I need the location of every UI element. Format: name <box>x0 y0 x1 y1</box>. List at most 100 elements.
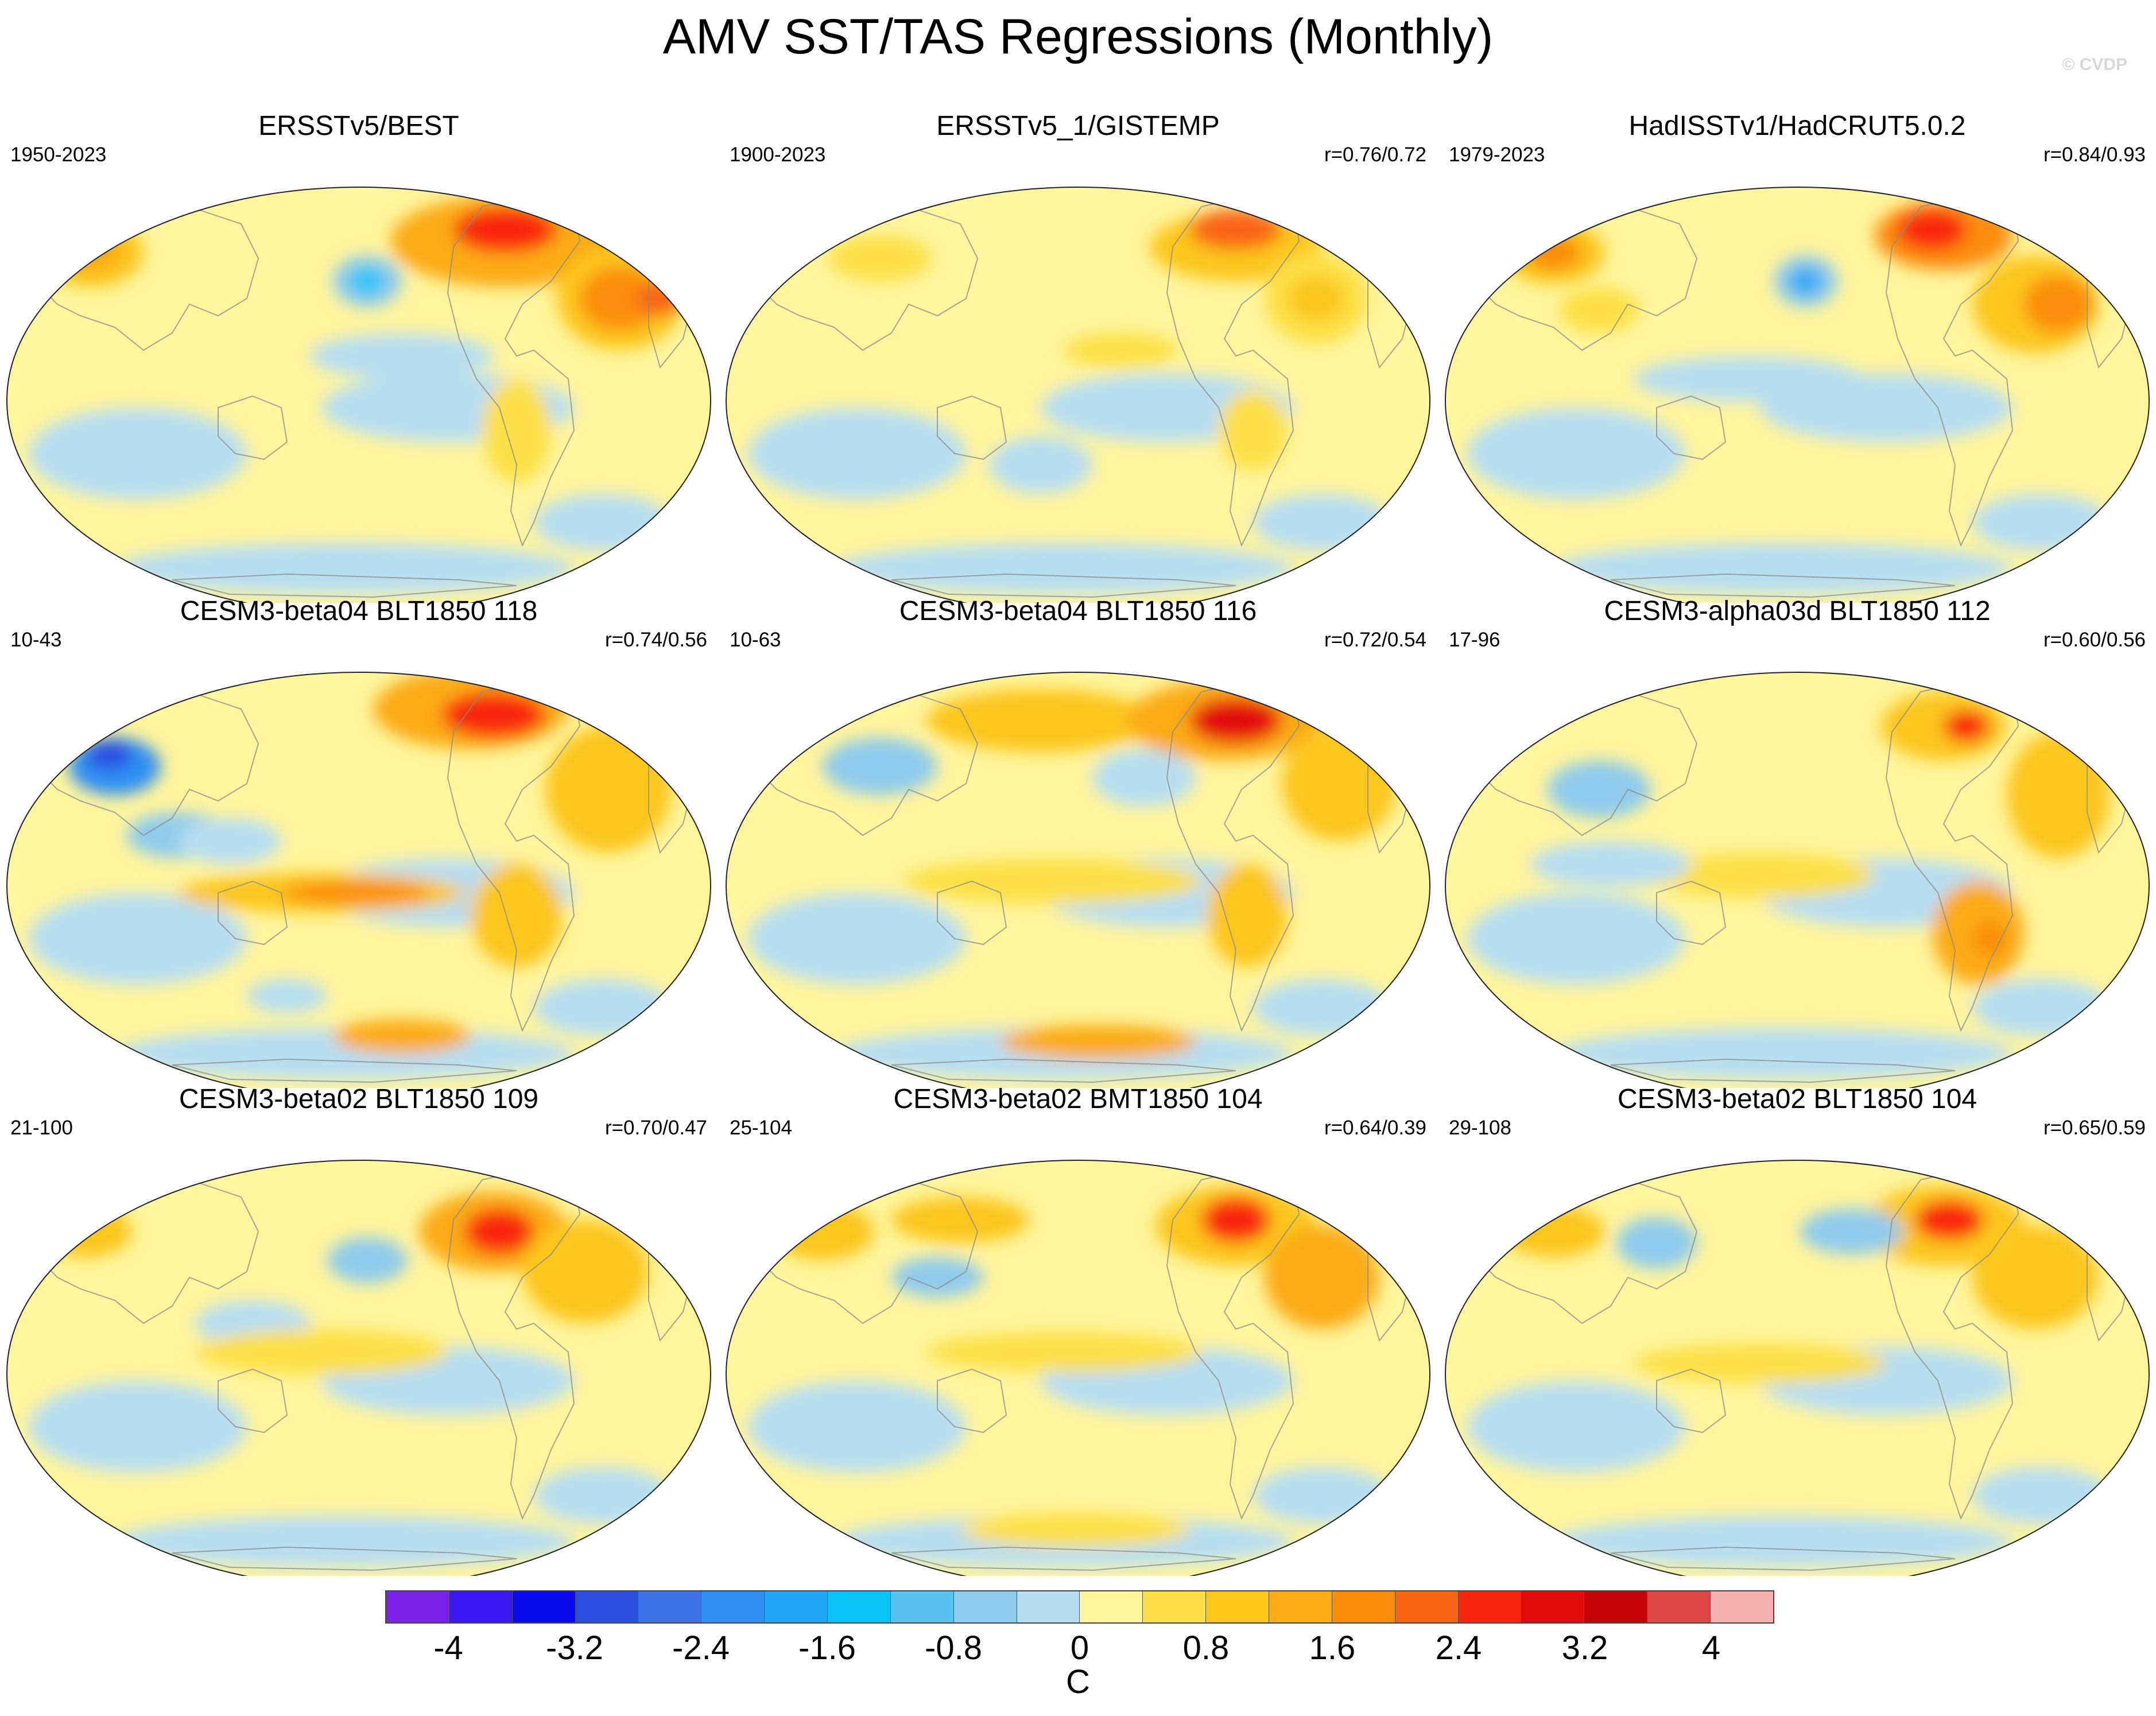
coastline <box>1885 194 2019 547</box>
anomaly-region <box>471 864 563 967</box>
anomaly-region <box>1944 710 1990 742</box>
anomaly-region <box>834 543 1293 594</box>
anomaly-region <box>1190 210 1282 250</box>
colorbar-swatch <box>1647 1591 1711 1622</box>
panel-correlation: r=0.70/0.47 <box>604 1117 707 1139</box>
anomaly-region <box>115 1516 574 1567</box>
coastline <box>447 679 581 1032</box>
anomaly-region <box>40 1206 132 1257</box>
panel-correlation: r=0.72/0.54 <box>1324 629 1426 651</box>
colorbar-tick-label: -2.4 <box>672 1629 730 1667</box>
map-panel: HadISSTv1/HadCRUT5.0.2 1979-2023 r=0.84/0.… <box>1438 109 2156 603</box>
map-panel: CESM3-beta02 BLT1850 104 29-108 r=0.65/0.5… <box>1438 1082 2156 1576</box>
coastline <box>447 1167 581 1520</box>
colorbar-tick-label: 1.6 <box>1309 1629 1356 1667</box>
colorbar-swatch <box>512 1591 576 1622</box>
panel-title: CESM3-beta02 BMT1850 104 <box>893 1084 1263 1114</box>
colorbar-swatch <box>828 1591 891 1622</box>
anomaly-region <box>1064 333 1178 367</box>
anomaly-region <box>63 234 121 271</box>
anomaly-region <box>40 218 144 287</box>
anomaly-region <box>534 979 672 1036</box>
colorbar-unit: C <box>1066 1663 1090 1700</box>
anomaly-region <box>1201 1197 1270 1243</box>
anomaly-region <box>1001 1025 1196 1059</box>
panel-title: ERSSTv5_1/GISTEMP <box>936 111 1220 141</box>
anomaly-region <box>350 269 385 294</box>
coastline <box>891 1546 1236 1571</box>
anomaly-region <box>1553 1028 2012 1079</box>
anomaly-region <box>1559 287 1639 333</box>
colorbar-tick-label: 3.2 <box>1561 1629 1608 1667</box>
anomaly-region <box>482 379 551 482</box>
colorbar-swatch <box>449 1591 513 1622</box>
coastline <box>218 395 288 460</box>
map-panel: ERSSTv5/BEST 1950-2023 <box>0 109 718 603</box>
coastline <box>1610 573 1956 598</box>
anomaly-region <box>1972 494 2110 551</box>
anomaly-region <box>1548 761 1651 818</box>
map-border <box>1444 1160 2150 1576</box>
anomaly-region <box>748 893 966 985</box>
coastline <box>1166 194 1300 547</box>
panel-title: CESM3-beta04 BLT1850 118 <box>180 596 538 626</box>
anomaly-region <box>29 893 247 985</box>
colorbar-swatch <box>1206 1591 1270 1622</box>
coastline <box>172 573 517 598</box>
anomaly-region <box>1972 979 2110 1036</box>
colorbar-tick-label: -3.2 <box>546 1629 603 1667</box>
anomaly-region <box>891 1197 1029 1243</box>
map-panel: CESM3-beta04 BLT1850 116 10-63 r=0.72/0.54 <box>719 594 1437 1088</box>
colorbar-swatch <box>1143 1591 1207 1622</box>
panel-correlation: r=0.84/0.93 <box>2043 144 2146 166</box>
anomaly-region <box>1282 726 1397 841</box>
anomaly-region <box>748 408 966 499</box>
anomaly-region <box>115 543 574 594</box>
anomaly-region <box>1467 893 1685 985</box>
anomaly-region <box>580 267 660 330</box>
map-border <box>6 672 712 1088</box>
colorbar-tick-label: 0.8 <box>1182 1629 1230 1667</box>
anomaly-region <box>1190 698 1282 743</box>
panel-title: CESM3-alpha03d BLT1850 112 <box>1604 596 1991 626</box>
map-border <box>1444 672 2150 1088</box>
panel-title: ERSSTv5/BEST <box>258 111 459 141</box>
coastline <box>172 1058 517 1083</box>
colorbar-tick-label: -1.6 <box>798 1629 856 1667</box>
coastline <box>1656 880 1727 946</box>
colorbar-tick-label: 0 <box>1070 1629 1089 1667</box>
anomaly-region <box>1553 543 2012 594</box>
anomaly-region <box>1972 1467 2110 1524</box>
map-border <box>725 187 1431 603</box>
anomaly-region <box>1530 841 1691 887</box>
panel-years: 1900-2023 <box>730 144 826 166</box>
anomaly-region <box>195 1329 448 1375</box>
anomaly-region <box>989 436 1092 494</box>
colorbar-swatch <box>765 1591 828 1622</box>
global-map <box>725 1160 1431 1576</box>
colorbar-swatch <box>1332 1591 1395 1622</box>
anomaly-region <box>1092 749 1196 807</box>
map-panel: CESM3-beta02 BLT1850 109 21-100 r=0.70/0.4… <box>0 1082 718 1576</box>
anomaly-region <box>1915 1200 1984 1240</box>
anomaly-region <box>926 689 1155 752</box>
anomaly-region <box>771 1203 874 1260</box>
anomaly-region <box>1253 979 1391 1036</box>
anomaly-region <box>828 235 932 281</box>
panel-years: 10-43 <box>10 629 62 651</box>
colorbar-swatch <box>638 1591 702 1622</box>
anomaly-region <box>281 881 431 904</box>
anomaly-region <box>1553 1516 2012 1567</box>
coastline <box>218 1368 288 1434</box>
map-border <box>6 1160 712 1576</box>
anomaly-region <box>86 741 132 769</box>
anomaly-region <box>247 979 327 1013</box>
anomaly-region <box>1645 853 1875 898</box>
coastline <box>937 880 1007 946</box>
anomaly-region <box>1972 921 2007 956</box>
panel-title: CESM3-beta04 BLT1850 116 <box>899 596 1257 626</box>
colorbar-swatch <box>1395 1591 1459 1622</box>
anomaly-region <box>453 207 557 253</box>
anomaly-region <box>333 1019 471 1053</box>
anomaly-region <box>891 1257 983 1297</box>
